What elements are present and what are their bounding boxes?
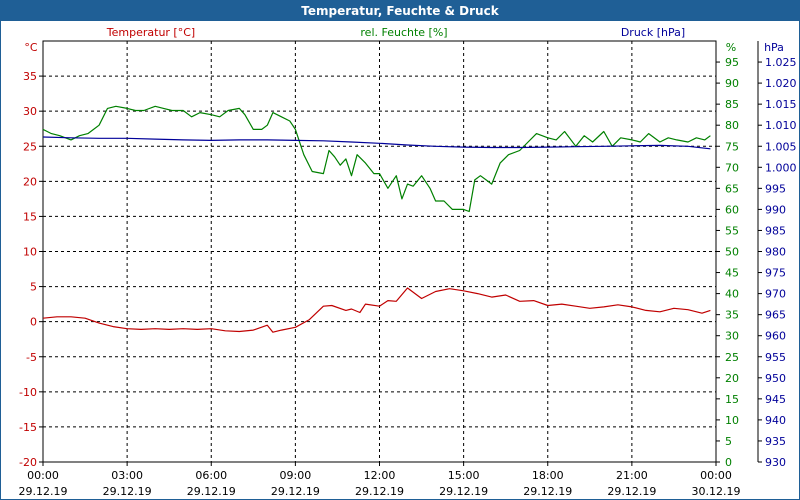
humidity-tick-label: 0 [725,456,732,469]
time-tick-label: 21:00 [616,469,648,482]
temperature-tick-label: 10 [23,246,37,259]
temperature-unit: °C [24,41,38,54]
pressure-tick-label: 960 [765,330,786,343]
humidity-tick-label: 60 [725,203,739,216]
date-tick-label: 29.12.19 [103,485,152,498]
humidity-tick-label: 35 [725,309,739,322]
date-tick-label: 29.12.19 [439,485,488,498]
humidity-tick-label: 40 [725,288,739,301]
humidity-tick-label: 80 [725,119,739,132]
temperature-tick-label: 35 [23,70,37,83]
pressure-series-line [42,136,711,150]
axis-headers: Temperatur [°C] rel. Feuchte [%] Druck [… [24,26,784,54]
temperature-tick-label: 15 [23,210,37,223]
humidity-tick-label: 75 [725,140,739,153]
temperature-axis: -20 -15 -10 -5 0 5 10 15 20 25 30 35 [19,70,43,469]
temperature-tick-label: -20 [19,456,37,469]
humidity-tick-label: 90 [725,77,739,90]
pressure-tick-label: 1.025 [765,56,797,69]
temperature-tick-label: 5 [30,281,37,294]
temperature-tick-label: -5 [26,351,37,364]
humidity-tick-label: 85 [725,98,739,111]
time-tick-label: 00:00 [700,469,732,482]
pressure-tick-label: 990 [765,203,786,216]
pressure-tick-label: 980 [765,246,786,259]
time-tick-label: 03:00 [111,469,143,482]
temperature-axis-label: Temperatur [°C] [106,26,195,39]
humidity-tick-label: 95 [725,56,739,69]
humidity-tick-label: 65 [725,182,739,195]
pressure-axis: 930 935 940 945 950 955 960 965 970 975 980 985 990 9… [757,41,797,469]
humidity-tick-label: 10 [725,414,739,427]
date-tick-label: 30.12.19 [692,485,741,498]
pressure-unit: hPa [764,41,784,54]
temperature-tick-label: -10 [19,386,37,399]
humidity-axis-label: rel. Feuchte [%] [360,26,447,39]
pressure-tick-label: 1.020 [765,77,797,90]
time-tick-label: 00:00 [27,469,59,482]
pressure-tick-label: 970 [765,288,786,301]
chart-title: Temperatur, Feuchte & Druck [1,1,799,21]
pressure-tick-label: 965 [765,309,786,322]
pressure-tick-label: 1.000 [765,161,797,174]
date-tick-label: 29.12.19 [355,485,404,498]
pressure-axis-label: Druck [hPa] [621,26,685,39]
date-tick-label: 29.12.19 [607,485,656,498]
humidity-axis: 0 5 10 15 20 25 30 35 40 45 50 55 60 65 70 75 80 85 90 95 [715,41,739,469]
pressure-tick-label: 940 [765,414,786,427]
temperature-tick-label: 20 [23,175,37,188]
date-tick-label: 29.12.19 [187,485,236,498]
pressure-tick-label: 1.010 [765,119,797,132]
pressure-tick-label: 950 [765,372,786,385]
time-tick-label: 15:00 [448,469,480,482]
pressure-tick-label: 1.005 [765,140,797,153]
series-layer [42,105,711,333]
humidity-tick-label: 25 [725,351,739,364]
pressure-tick-label: 975 [765,267,786,280]
humidity-tick-label: 15 [725,393,739,406]
date-tick-label: 29.12.19 [523,485,572,498]
humidity-tick-label: 45 [725,267,739,280]
date-tick-label: 29.12.19 [271,485,320,498]
temperature-tick-label: -15 [19,421,37,434]
time-tick-label: 12:00 [364,469,396,482]
time-axis: 00:00 29.12.19 03:00 29.12.19 06:00 29.12.19 0… [19,462,741,498]
weather-chart: -20 -15 -10 -5 0 5 10 15 20 25 30 35 0 5 10 15 20 25 30 35… [19,26,797,498]
humidity-tick-label: 55 [725,224,739,237]
humidity-tick-label: 50 [725,246,739,259]
time-tick-label: 09:00 [280,469,312,482]
pressure-tick-label: 930 [765,456,786,469]
pressure-tick-label: 985 [765,224,786,237]
pressure-tick-label: 945 [765,393,786,406]
temperature-tick-label: 25 [23,140,37,153]
time-tick-label: 06:00 [195,469,227,482]
temperature-tick-label: 30 [23,105,37,118]
humidity-tick-label: 70 [725,161,739,174]
time-tick-label: 18:00 [532,469,564,482]
humidity-tick-label: 5 [725,435,732,448]
grid [42,40,717,463]
temperature-series-line [42,287,711,333]
humidity-unit: % [726,41,736,54]
pressure-tick-label: 955 [765,351,786,364]
pressure-tick-label: 1.015 [765,98,797,111]
humidity-tick-label: 30 [725,330,739,343]
pressure-tick-label: 995 [765,182,786,195]
temperature-tick-label: 0 [30,316,37,329]
date-tick-label: 29.12.19 [19,485,68,498]
humidity-tick-label: 20 [725,372,739,385]
humidity-series-line [42,105,711,213]
pressure-tick-label: 935 [765,435,786,448]
